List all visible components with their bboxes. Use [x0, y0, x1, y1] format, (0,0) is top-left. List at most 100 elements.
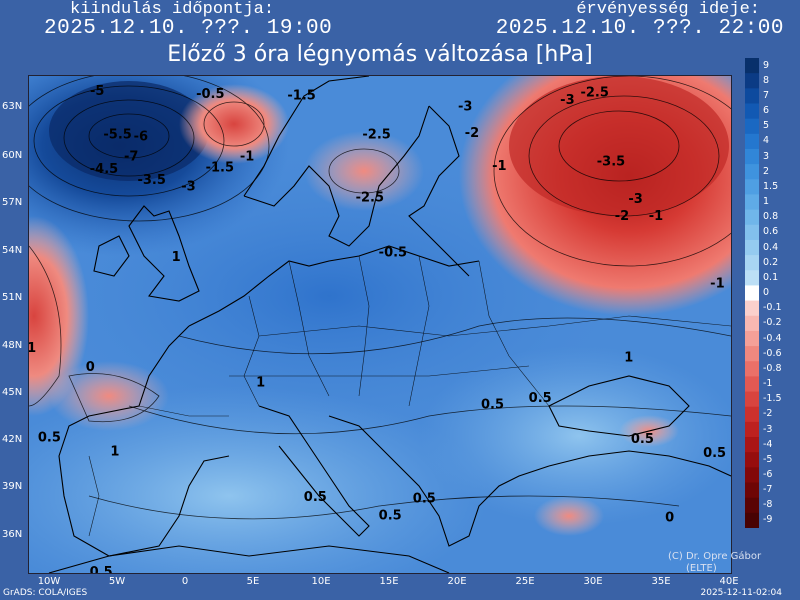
map-title: Előző 3 óra légnyomás változása [hPa]: [167, 42, 593, 67]
contour-label: -1: [492, 159, 506, 174]
legend-swatch: [745, 376, 759, 393]
contour-label: 0.5: [529, 391, 552, 406]
contour-label: -2: [465, 126, 479, 141]
contour-label: -1: [240, 150, 254, 165]
contour-label: -3: [458, 100, 472, 115]
fall-region-south: [29, 386, 489, 573]
legend-swatch: [745, 179, 759, 195]
lat-label: 54N: [2, 245, 23, 256]
contour-label: -1: [710, 277, 724, 292]
legend-label: 0.8: [763, 211, 779, 223]
contour-label: -2: [615, 209, 629, 224]
legend-label: 2: [763, 165, 770, 177]
country-borders: [88, 255, 731, 537]
contour-label: 0.5: [304, 490, 327, 505]
rise-region-norway: [179, 84, 289, 164]
lat-label: 45N: [2, 387, 23, 398]
legend-label: -8: [763, 499, 773, 511]
legend-swatch: [745, 255, 759, 271]
legend-label: -1: [763, 378, 773, 389]
rise-region-sweden: [304, 131, 424, 211]
lon-label: 35E: [651, 576, 671, 587]
credit-line: (C) Dr. Opre Gábor: [668, 551, 762, 562]
contour-label: -1.5: [287, 89, 315, 104]
contour-label: 1: [624, 350, 633, 365]
legend-swatch: [745, 482, 759, 499]
lat-label: 39N: [2, 481, 23, 492]
deep-fall-core: [49, 81, 209, 181]
legend-swatch: [745, 285, 759, 302]
lon-label: 40E: [719, 576, 739, 587]
legend-swatch: [745, 194, 759, 211]
lat-label: 36N: [2, 529, 23, 540]
contour-labels: -5 -5.5 -6 -7 -4.5 -3.5 -3 -0.5 -1.5 -1 -1.5 -3 -2 -2…: [29, 84, 726, 573]
legend-label: 0.4: [763, 241, 779, 253]
contour-label: -3: [181, 180, 195, 195]
start-time-label: kiindulás időpontja:: [70, 0, 275, 19]
rise-core-russia: [509, 76, 729, 216]
contour-label: 0.5: [481, 397, 504, 412]
start-time-value: 2025.12.10. ???. 19:00: [44, 17, 333, 40]
legend-label: -3: [763, 423, 773, 435]
legend-label: 6: [763, 105, 770, 117]
contour-label: -5: [90, 84, 104, 99]
legend-swatch: [745, 497, 759, 514]
legend-label: -7: [763, 484, 773, 496]
contour-label: -5.5: [103, 128, 131, 143]
legend-label: 8: [763, 74, 770, 86]
lon-label: 10W: [37, 576, 61, 587]
legend-label: 4: [763, 135, 770, 147]
legend-swatch: [745, 73, 759, 89]
legend-label: -9: [763, 514, 773, 526]
contour-label: -3: [628, 192, 642, 207]
legend-label: 0.1: [763, 271, 779, 283]
legend-swatch: [745, 361, 759, 377]
contour-label: 0.5: [413, 491, 436, 506]
contour-label: 0.5: [379, 509, 402, 524]
contour-label: -2.5: [362, 128, 390, 143]
legend-label: -4: [763, 438, 773, 450]
lon-label: 10E: [311, 576, 331, 587]
legend-label: 0: [763, 287, 770, 298]
legend-label: 0.2: [763, 256, 779, 268]
coastlines: [48, 76, 731, 573]
legend-label: 7: [763, 89, 770, 101]
lat-label: 42N: [2, 434, 23, 445]
legend-swatch: [745, 452, 759, 468]
legend-label: -6: [763, 468, 773, 480]
legend-swatch: [745, 224, 759, 241]
contour-label: 1: [256, 375, 265, 390]
legend-swatch: [745, 209, 759, 226]
legend-swatch: [745, 330, 759, 347]
legend-label: -5: [763, 453, 773, 465]
legend-label: 1.5: [763, 180, 779, 192]
contour-label: 0: [665, 510, 674, 525]
contour-label: -1: [29, 341, 36, 356]
contour-label: -3: [560, 93, 574, 108]
footer-timestamp: 2025-12-11-02:04: [700, 588, 783, 598]
contour-label: -7: [124, 150, 138, 165]
legend-swatch: [745, 58, 759, 74]
legend-swatch: [745, 421, 759, 438]
rise-spot-aegean: [534, 496, 604, 536]
legend-swatch: [745, 512, 759, 528]
lon-label: 25E: [515, 576, 535, 587]
pressure-tendency-map: -5 -5.5 -6 -7 -4.5 -3.5 -3 -0.5 -1.5 -1 -1.5 -3 -2 -2…: [28, 75, 732, 574]
legend-swatch: [745, 164, 759, 180]
lat-label: 48N: [2, 340, 23, 351]
legend-swatch: [745, 437, 759, 453]
lat-label: 51N: [2, 292, 23, 303]
legend-swatch: [745, 133, 759, 150]
lat-label: 63N: [2, 101, 23, 112]
valid-time-label: érvényesség ideje:: [576, 0, 760, 19]
lon-label: 0: [181, 576, 189, 587]
legend-label: -2: [763, 408, 773, 420]
contour-label: 0: [86, 360, 95, 375]
legend-label: -0.6: [763, 347, 782, 359]
legend-label: -0.2: [763, 317, 782, 329]
lon-label: 5W: [108, 576, 126, 587]
rise-region-biscay: [49, 361, 169, 431]
contour-label: 1: [110, 444, 119, 459]
contour-label: -6: [134, 129, 148, 144]
contour-label: -1.5: [206, 161, 234, 176]
